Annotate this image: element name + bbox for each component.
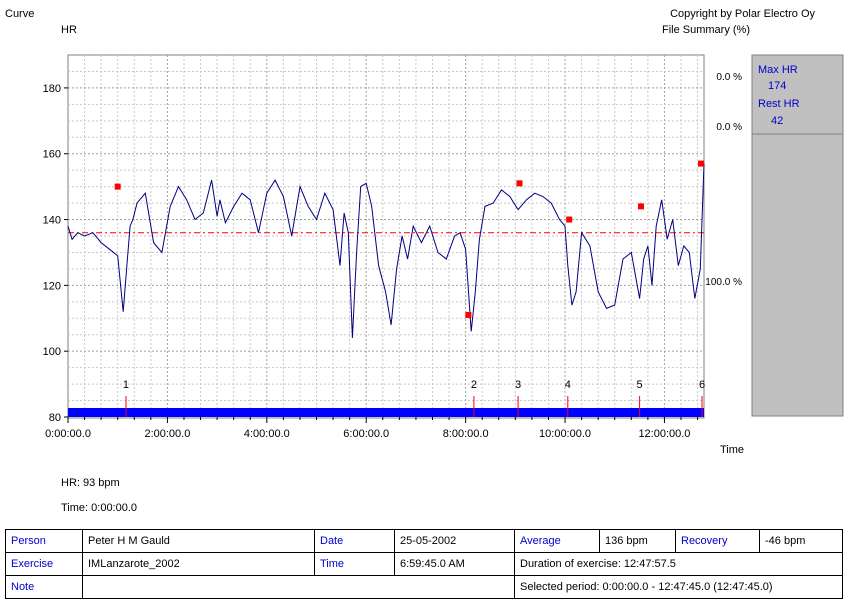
x-tick-label: 4:00:00.0 [244, 428, 290, 440]
rest-hr-value: 42 [771, 115, 784, 127]
hr-markers [114, 160, 705, 318]
lap-label: 5 [637, 379, 643, 391]
hr-curve-chart[interactable]: 80 100 120 140 160 180 0:00:00.0 2:00:00.0 4:00… [0, 0, 845, 470]
side-panel-lower [751, 133, 844, 417]
hr-marker [637, 203, 644, 210]
x-tick-label: 2:00:00.0 [144, 428, 190, 440]
exercise-value: IMLanzarote_2002 [82, 552, 315, 576]
y-axis: 80 100 120 140 160 180 [43, 83, 68, 424]
max-hr-label: Max HR [758, 64, 798, 76]
x-axis: 0:00:00.0 2:00:00.0 4:00:00.0 6:00:00.0 8:00… [45, 417, 699, 440]
x-tick-label: 0:00:00.0 [45, 428, 91, 440]
selected-period-text: Selected period: 0:00:00.0 - 12:47:45.0 … [514, 575, 843, 599]
x-tick-label: 6:00:00.0 [343, 428, 389, 440]
y-tick-label: 80 [49, 412, 61, 424]
lap-label: 1 [123, 379, 129, 391]
x-tick-label: 12:00:00.0 [638, 428, 690, 440]
date-label: Date [314, 529, 395, 553]
average-label: Average [514, 529, 600, 553]
table-row: Note Selected period: 0:00:00.0 - 12:47:… [5, 575, 843, 599]
exercise-info-table: Person Peter H M Gauld Date 25-05-2002 A… [5, 529, 843, 599]
duration-text: Duration of exercise: 12:47:57.5 [514, 552, 843, 576]
y-tick-label: 100 [43, 346, 61, 358]
lap-label: 6 [699, 379, 705, 391]
hr-marker [566, 216, 573, 223]
table-row: Person Peter H M Gauld Date 25-05-2002 A… [5, 529, 843, 553]
lap-label: 3 [515, 379, 521, 391]
hr-marker [465, 311, 472, 318]
hr-marker [114, 183, 121, 190]
zone-percentage: 100.0 % [705, 277, 742, 288]
x-tick-label: 10:00:00.0 [539, 428, 591, 440]
hr-readout: HR: 93 bpm [61, 477, 120, 489]
note-value[interactable] [82, 575, 515, 599]
rest-hr-label: Rest HR [758, 98, 800, 110]
table-row: Exercise IMLanzarote_2002 Time 6:59:45.0… [5, 552, 843, 576]
hr-marker [516, 180, 523, 187]
y-tick-label: 140 [43, 215, 61, 227]
zone-percentages: 0.0 % 0.0 % 100.0 % [705, 72, 742, 288]
zone-percentage: 0.0 % [716, 122, 742, 133]
max-hr-value: 174 [768, 80, 787, 92]
exercise-label: Exercise [5, 552, 83, 576]
recovery-value: -46 bpm [759, 529, 843, 553]
lap-markers: 1 2 3 4 5 6 [123, 379, 705, 417]
hr-marker [698, 160, 705, 167]
y-tick-label: 180 [43, 83, 61, 95]
lap-label: 2 [471, 379, 477, 391]
y-tick-label: 160 [43, 149, 61, 161]
person-label: Person [5, 529, 83, 553]
grid [68, 55, 704, 417]
x-axis-title: Time [720, 444, 745, 456]
average-value: 136 bpm [599, 529, 676, 553]
hr-series-line [67, 163, 705, 339]
curve-title: Curve [5, 8, 35, 20]
note-label: Note [5, 575, 83, 599]
person-value: Peter H M Gauld [82, 529, 315, 553]
zone-percentage: 0.0 % [716, 72, 742, 83]
side-panel-upper [751, 54, 844, 135]
date-value: 25-05-2002 [394, 529, 515, 553]
y-tick-label: 120 [43, 280, 61, 292]
y-axis-title: HR [61, 24, 77, 36]
file-summary-title: File Summary (%) [661, 24, 750, 36]
recovery-label: Recovery [675, 529, 760, 553]
copyright-text: Copyright by Polar Electro Oy [670, 8, 815, 20]
time-value: 6:59:45.0 AM [394, 552, 515, 576]
lap-label: 4 [565, 379, 571, 391]
recording-bar [68, 408, 704, 417]
time-readout: Time: 0:00:00.0 [61, 502, 138, 514]
x-tick-label: 8:00:00.0 [443, 428, 489, 440]
time-label: Time [314, 552, 395, 576]
